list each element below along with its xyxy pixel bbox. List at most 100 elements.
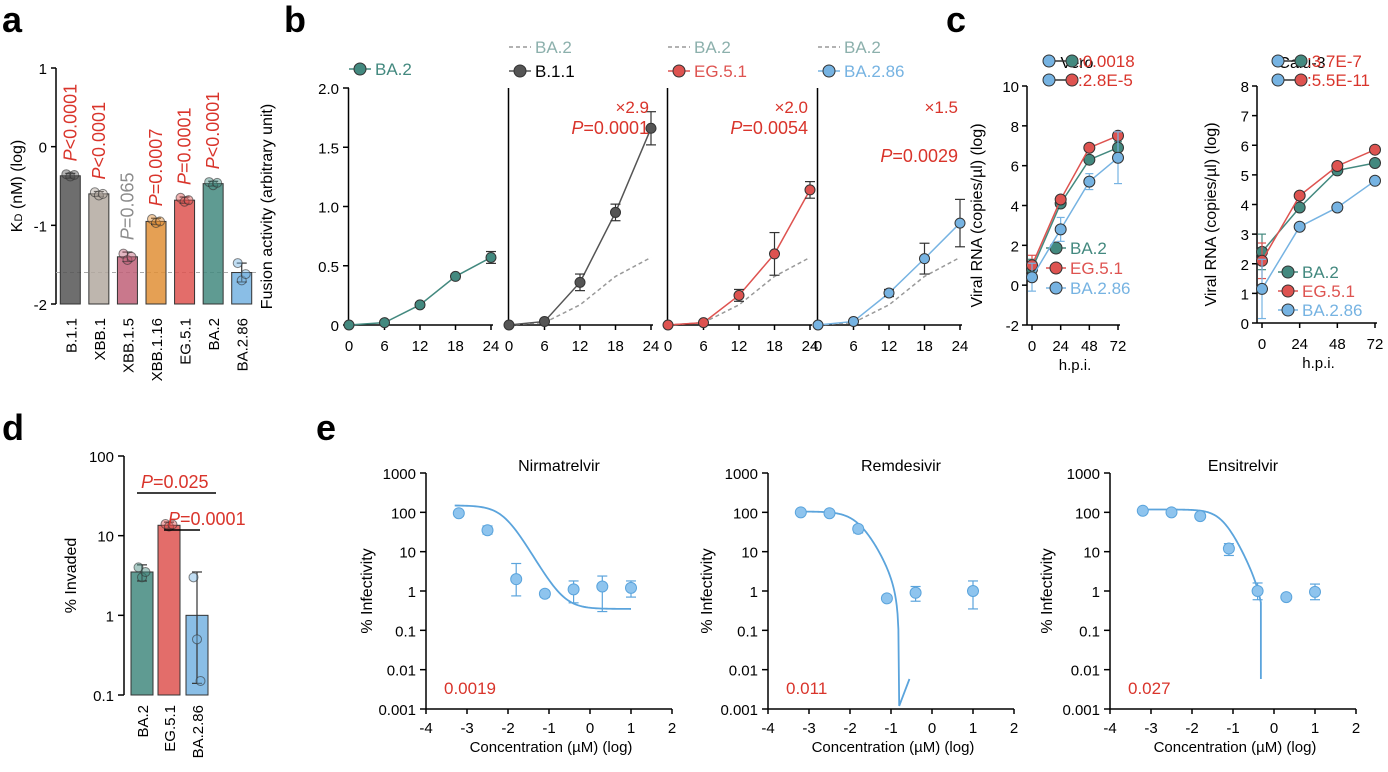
data-point xyxy=(794,506,807,519)
y-tick-label: 2.0 xyxy=(318,81,339,98)
x-tick-label: 1 xyxy=(627,720,635,737)
comparison-p-value: :0.0018 xyxy=(1078,52,1135,71)
x-axis-label: h.p.i. xyxy=(1302,355,1335,372)
x-category-label: EG.5.1 xyxy=(162,705,179,752)
x-tick-label: 24 xyxy=(952,338,969,355)
y-tick-label: 0.01 xyxy=(1071,663,1100,680)
data-point xyxy=(538,587,551,600)
reference-line-BA.2 xyxy=(817,256,961,326)
data-point xyxy=(379,317,390,329)
y-axis-label: % Invaded xyxy=(63,538,80,614)
data-point xyxy=(883,287,895,299)
fit-curve xyxy=(796,510,911,707)
x-tick-label: 6 xyxy=(849,338,857,355)
data-point xyxy=(485,251,497,263)
y-axis-label: Fusion activity (arbitrary unit) xyxy=(259,104,276,309)
comparison-marker-right xyxy=(1294,54,1308,68)
x-tick-label: 24 xyxy=(1291,336,1308,353)
x-tick-label: 18 xyxy=(766,338,783,355)
x-tick-label: -3 xyxy=(460,720,473,737)
series-line-EG.5.1 xyxy=(667,189,811,326)
legend-marker xyxy=(822,64,836,78)
y-tick-label: -2 xyxy=(1006,318,1019,335)
y-tick-label: 100 xyxy=(1075,505,1100,522)
data-point xyxy=(574,276,586,288)
data-point xyxy=(1136,504,1149,517)
series-line-B.1.1 xyxy=(508,127,652,326)
p-value-label: P=0.0054 xyxy=(730,118,808,138)
legend-series-label: BA.2.86 xyxy=(844,62,905,81)
panel-letter-e: e xyxy=(316,407,336,448)
x-tick-label: 48 xyxy=(1081,338,1098,355)
data-point xyxy=(503,319,515,331)
data-point xyxy=(539,315,550,327)
legend-marker xyxy=(1049,281,1063,295)
y-tick-label: 10 xyxy=(1083,545,1100,562)
y-tick-label: 1 xyxy=(408,584,416,601)
p-value-label: P<0.0001 xyxy=(203,92,223,170)
legend-reference-label: BA.2 xyxy=(844,38,881,57)
data-point xyxy=(625,581,637,594)
y-tick-label: 0 xyxy=(1241,316,1249,333)
comparison-marker-left xyxy=(1042,54,1056,68)
legend-reference-label: BA.2 xyxy=(535,38,572,57)
x-tick-label: 72 xyxy=(1367,336,1384,353)
x-tick-label: 18 xyxy=(916,338,933,355)
data-point xyxy=(1165,506,1178,519)
y-tick-label: 6 xyxy=(1011,159,1019,176)
legend-series-label: BA.2 xyxy=(1070,239,1107,258)
p-value-label: P<0.0001 xyxy=(89,102,109,180)
bar-XBB.1.16 xyxy=(145,220,167,305)
x-tick-label: 24 xyxy=(1052,338,1069,355)
legend-series-label: EG.5.1 xyxy=(1302,282,1355,301)
data-point xyxy=(812,319,824,331)
y-tick-label: 0.1 xyxy=(737,623,758,640)
series-line-BA.2.86 xyxy=(1031,157,1119,278)
panel-d-invasion-chart: 0.1 1 10 100 % Invaded BA.2 EG.5.1 BA.2.86 P=0.0… xyxy=(63,449,246,758)
x-tick-label: 2 xyxy=(1010,720,1018,737)
y-tick-label: 8 xyxy=(1241,79,1249,96)
x-tick-label: -1 xyxy=(542,720,555,737)
legend-marker xyxy=(1281,303,1295,317)
data-point xyxy=(69,169,80,180)
y-tick-label: 7 xyxy=(1241,109,1249,126)
data-point xyxy=(452,507,465,520)
data-point xyxy=(1251,585,1264,597)
x-axis-label: Concentration (µM) (log) xyxy=(812,739,975,756)
series-line-EG.5.1 xyxy=(1031,135,1119,266)
x-tick-label: 12 xyxy=(731,338,748,355)
y-tick-label: 8 xyxy=(1011,119,1019,136)
y-tick-label: 1 xyxy=(106,608,114,625)
y-axis-label: Viral RNA (copies/µl) (log) xyxy=(969,123,986,307)
y-tick-label: 5 xyxy=(1241,168,1249,185)
y-tick-label: 0 xyxy=(1011,278,1019,295)
data-point xyxy=(1369,143,1381,156)
x-tick-label: -3 xyxy=(802,720,815,737)
y-tick-label: 2 xyxy=(1241,257,1249,274)
data-point xyxy=(769,248,780,260)
y-tick-label: 1.5 xyxy=(318,140,339,157)
data-point xyxy=(195,675,206,686)
data-point xyxy=(804,184,816,196)
data-point xyxy=(192,634,202,645)
y-tick-label: 1 xyxy=(750,584,758,601)
data-point xyxy=(919,253,930,265)
x-category-label: EG.5.1 xyxy=(178,318,195,365)
legend-series-label: BA.2 xyxy=(375,60,412,79)
x-tick-label: 12 xyxy=(881,338,898,355)
data-point xyxy=(848,315,859,327)
x-tick-label: -1 xyxy=(1226,720,1239,737)
y-tick-label: 100 xyxy=(89,449,114,466)
data-point xyxy=(1331,201,1344,214)
y-tick-label: 1.0 xyxy=(318,200,339,217)
y-tick-label: 6 xyxy=(1241,138,1249,155)
data-point xyxy=(852,522,865,535)
x-tick-label: 1 xyxy=(1311,720,1319,737)
fit-curve xyxy=(1138,508,1262,679)
series-line-BA.2.86 xyxy=(1261,180,1376,290)
series-line-EG.5.1 xyxy=(1261,149,1376,262)
bar-XBB.1 xyxy=(88,193,110,305)
y-axis-label: KD (nM) (log) xyxy=(9,140,26,232)
legend-marker xyxy=(353,62,367,76)
x-tick-label: 6 xyxy=(540,338,548,355)
